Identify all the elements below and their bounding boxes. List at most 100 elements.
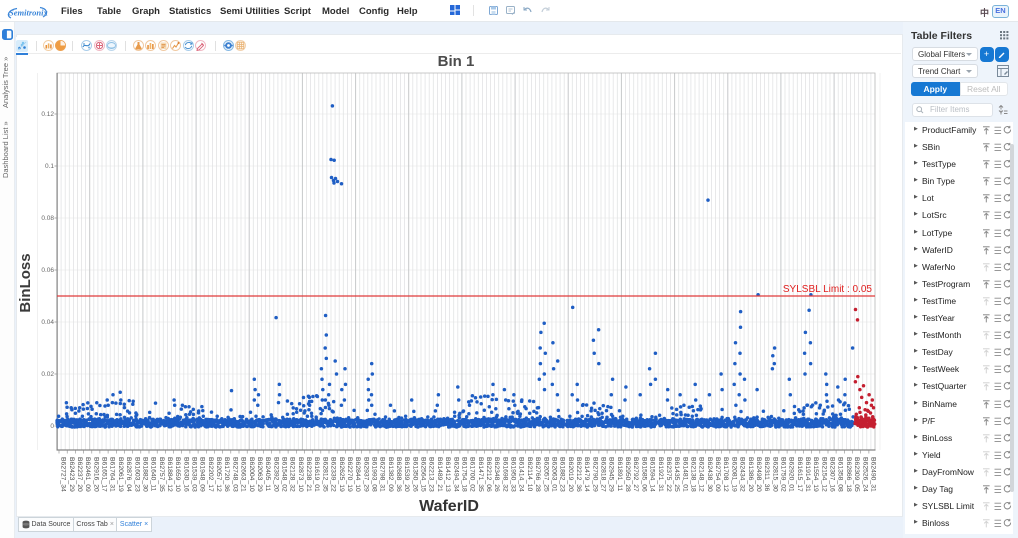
svg-text:B62063_29: B62063_29	[256, 457, 263, 492]
svg-text:B61471_35: B61471_35	[477, 457, 484, 492]
svg-text:B62309_05: B62309_05	[853, 457, 860, 492]
svg-text:B62270_19: B62270_19	[346, 457, 353, 492]
svg-text:B62873_10: B62873_10	[297, 457, 304, 492]
svg-text:B62798_31: B62798_31	[379, 457, 386, 492]
svg-text:0.12: 0.12	[41, 111, 54, 118]
svg-text:B62213_23: B62213_23	[428, 457, 435, 492]
svg-text:B61414_24: B61414_24	[518, 457, 525, 492]
svg-text:B62405_11: B62405_11	[264, 457, 271, 491]
svg-text:B62490_31: B62490_31	[870, 457, 877, 492]
svg-text:B61948_09: B61948_09	[199, 457, 206, 492]
svg-text:B61619_01: B61619_01	[313, 457, 320, 492]
svg-text:B61603_23: B61603_23	[133, 457, 140, 492]
svg-text:B61386_20: B61386_20	[747, 457, 754, 492]
svg-text:B61481_01: B61481_01	[681, 457, 688, 492]
svg-text:B61764_31: B61764_31	[109, 457, 116, 492]
svg-text:B61759_02: B61759_02	[780, 457, 787, 492]
svg-text:B62916_20: B62916_20	[92, 457, 99, 492]
svg-text:B62063_01: B62063_01	[550, 457, 557, 492]
svg-text:B61350_26: B61350_26	[411, 457, 418, 492]
svg-text:B62812_35: B62812_35	[321, 457, 328, 492]
svg-text:B62307_16: B62307_16	[829, 457, 836, 492]
svg-text:B62237_20: B62237_20	[76, 457, 83, 492]
svg-text:B61435_25: B61435_25	[673, 457, 680, 492]
svg-text:B62526_24: B62526_24	[861, 457, 868, 492]
svg-text:B62688_36: B62688_36	[395, 457, 402, 492]
svg-text:B62019_20: B62019_20	[567, 457, 574, 492]
svg-text:B62128_32: B62128_32	[289, 457, 296, 492]
svg-text:B61539_03: B61539_03	[191, 457, 198, 492]
svg-text:B62494_34: B62494_34	[452, 457, 459, 492]
svg-text:B62792_27: B62792_27	[632, 457, 639, 492]
svg-text:B62423_29: B62423_29	[68, 457, 75, 492]
svg-text:B62238_21: B62238_21	[305, 457, 312, 492]
svg-text:B61882_30: B61882_30	[141, 457, 148, 492]
svg-text:B61720_36: B61720_36	[223, 457, 230, 492]
svg-text:0: 0	[50, 423, 54, 430]
svg-text:B61651_17: B61651_17	[101, 457, 108, 492]
svg-text:BinLoss: BinLoss	[17, 253, 34, 312]
svg-text:B62818_27: B62818_27	[600, 457, 607, 492]
svg-text:B62866_18: B62866_18	[845, 457, 852, 492]
svg-text:B62339_22: B62339_22	[330, 457, 337, 492]
svg-text:B62061_19: B62061_19	[117, 457, 124, 492]
svg-text:B61914_31: B61914_31	[804, 457, 811, 492]
svg-text:B61708_12: B61708_12	[722, 457, 729, 492]
svg-text:B61489_21: B61489_21	[436, 457, 443, 492]
svg-text:B61993_08: B61993_08	[371, 457, 378, 492]
svg-text:B62212_36: B62212_36	[575, 457, 582, 492]
svg-text:B62212_06: B62212_06	[485, 457, 492, 492]
svg-text:B62434_32: B62434_32	[739, 457, 746, 492]
svg-text:B61659_10: B61659_10	[174, 457, 181, 492]
svg-text:B61700_02: B61700_02	[469, 457, 476, 492]
svg-text:B61382_09: B61382_09	[387, 457, 394, 492]
svg-text:B61585_06: B61585_06	[640, 457, 647, 492]
svg-text:B62625_19: B62625_19	[338, 457, 345, 492]
svg-text:B62438_30: B62438_30	[706, 457, 713, 492]
svg-text:B62114_10: B62114_10	[526, 457, 533, 491]
svg-text:B62663_21: B62663_21	[240, 457, 247, 492]
svg-text:B62148_12: B62148_12	[698, 457, 705, 492]
svg-text:B61640_11: B61640_11	[150, 457, 157, 491]
svg-text:B62564_15: B62564_15	[420, 457, 427, 492]
svg-text:WaferID: WaferID	[419, 498, 479, 515]
svg-text:Bin 1: Bin 1	[438, 53, 475, 70]
svg-text:B62790_29: B62790_29	[591, 457, 598, 492]
svg-text:B62461_09: B62461_09	[84, 457, 91, 492]
svg-text:B61615_17: B61615_17	[796, 457, 803, 492]
svg-text:B62202_17: B62202_17	[207, 457, 214, 492]
svg-text:B62920_01: B62920_01	[788, 457, 795, 492]
svg-text:B61950_33: B61950_33	[510, 457, 517, 492]
svg-text:B61882_23: B61882_23	[559, 457, 566, 492]
svg-text:B62375_22: B62375_22	[665, 457, 672, 492]
svg-text:B62748_03: B62748_03	[231, 457, 238, 492]
svg-text:Semitronix: Semitronix	[9, 8, 48, 18]
svg-text:B61891_11: B61891_11	[616, 457, 623, 491]
svg-text:B61884_12: B61884_12	[166, 457, 173, 492]
svg-text:B62815_30: B62815_30	[771, 457, 778, 492]
svg-text:B62766_28: B62766_28	[534, 457, 541, 492]
svg-text:B61921_31: B61921_31	[657, 457, 664, 492]
svg-text:0.04: 0.04	[41, 319, 54, 326]
svg-text:B62844_10: B62844_10	[354, 457, 361, 492]
svg-text:B62057_12: B62057_12	[215, 457, 222, 492]
svg-text:B62950_28: B62950_28	[624, 457, 631, 492]
svg-text:0.08: 0.08	[41, 215, 54, 222]
svg-text:B62498_20: B62498_20	[755, 457, 762, 492]
svg-text:B61479_14: B61479_14	[583, 457, 590, 492]
svg-text:0.02: 0.02	[41, 371, 54, 378]
svg-text:B61358_08: B61358_08	[837, 457, 844, 492]
svg-text:B61698_32: B61698_32	[501, 457, 508, 492]
svg-text:B61548_02: B61548_02	[281, 457, 288, 492]
svg-text:B61554_19: B61554_19	[812, 457, 819, 492]
svg-text:B62081_19: B62081_19	[730, 457, 737, 492]
svg-text:B62757_35: B62757_35	[158, 457, 165, 492]
svg-text:B61630_16: B61630_16	[182, 457, 189, 492]
svg-text:B62876_04: B62876_04	[125, 457, 132, 492]
svg-text:B62057_25: B62057_25	[542, 457, 549, 492]
svg-text:B62138_18: B62138_18	[690, 457, 697, 492]
svg-text:B62348_26: B62348_26	[493, 457, 500, 492]
svg-text:0.1: 0.1	[45, 163, 54, 170]
svg-text:0.06: 0.06	[41, 267, 54, 274]
svg-text:B62727_34: B62727_34	[60, 457, 67, 492]
